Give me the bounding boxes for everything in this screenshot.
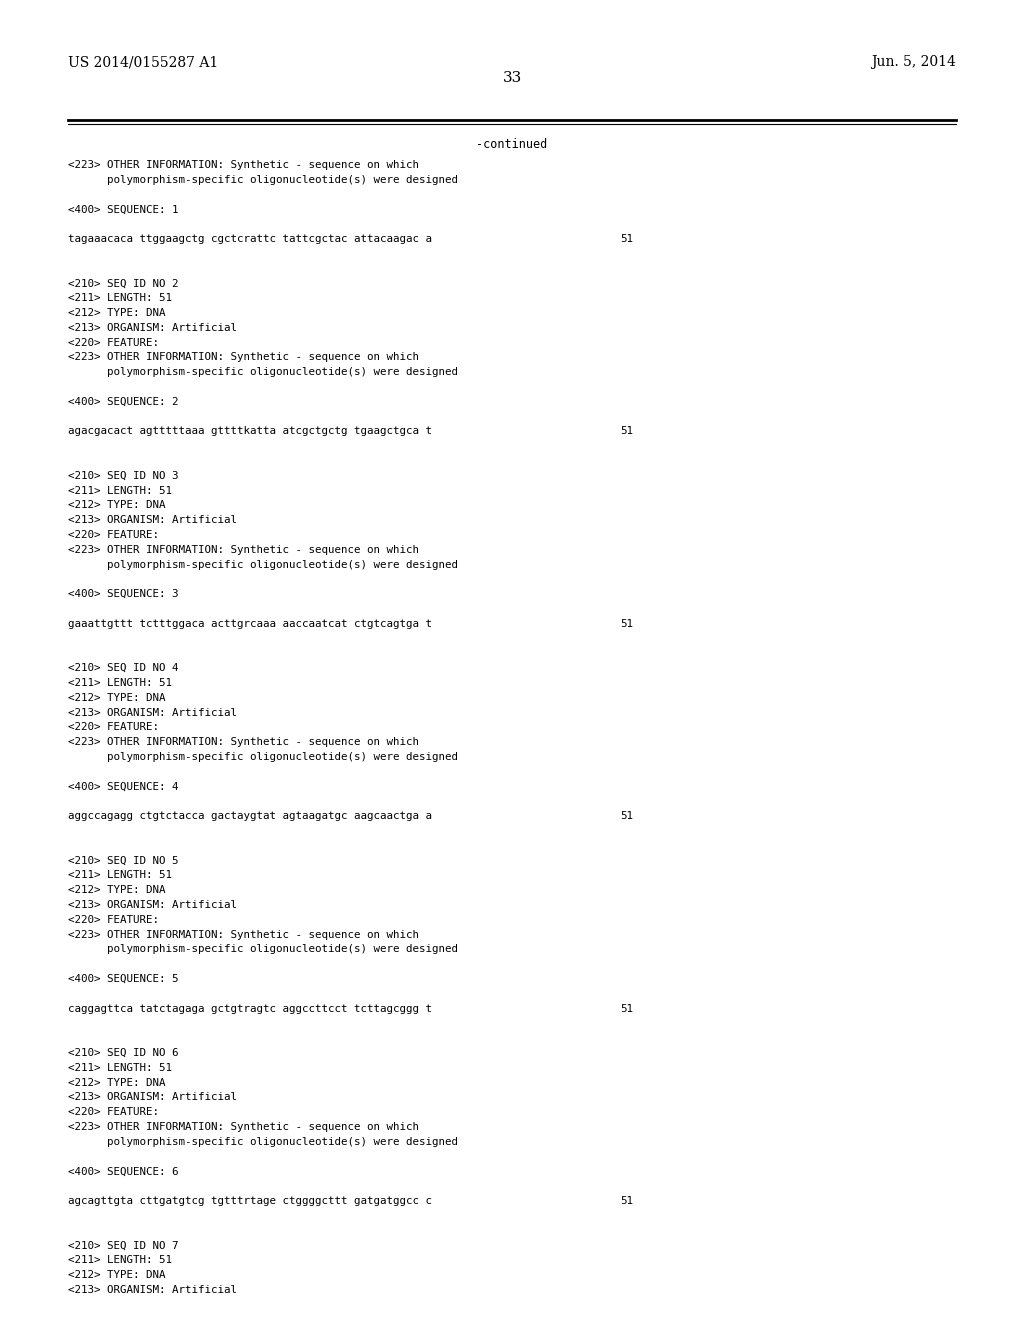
Text: polymorphism-specific oligonucleotide(s) were designed: polymorphism-specific oligonucleotide(s)… [68,752,458,762]
Text: <210> SEQ ID NO 6: <210> SEQ ID NO 6 [68,1048,178,1059]
Text: <210> SEQ ID NO 2: <210> SEQ ID NO 2 [68,279,178,288]
Text: aggccagagg ctgtctacca gactaygtat agtaagatgc aagcaactga a: aggccagagg ctgtctacca gactaygtat agtaaga… [68,812,432,821]
Text: 51: 51 [620,619,633,628]
Text: <220> FEATURE:: <220> FEATURE: [68,338,159,347]
Text: <212> TYPE: DNA: <212> TYPE: DNA [68,500,166,511]
Text: <213> ORGANISM: Artificial: <213> ORGANISM: Artificial [68,1284,237,1295]
Text: <211> LENGTH: 51: <211> LENGTH: 51 [68,1255,172,1265]
Text: polymorphism-specific oligonucleotide(s) were designed: polymorphism-specific oligonucleotide(s)… [68,367,458,378]
Text: <223> OTHER INFORMATION: Synthetic - sequence on which: <223> OTHER INFORMATION: Synthetic - seq… [68,352,419,363]
Text: <220> FEATURE:: <220> FEATURE: [68,1107,159,1117]
Text: US 2014/0155287 A1: US 2014/0155287 A1 [68,55,218,69]
Text: <213> ORGANISM: Artificial: <213> ORGANISM: Artificial [68,323,237,333]
Text: <213> ORGANISM: Artificial: <213> ORGANISM: Artificial [68,1093,237,1102]
Text: <400> SEQUENCE: 1: <400> SEQUENCE: 1 [68,205,178,214]
Text: <220> FEATURE:: <220> FEATURE: [68,531,159,540]
Text: agcagttgta cttgatgtcg tgtttrtage ctggggcttt gatgatggcc c: agcagttgta cttgatgtcg tgtttrtage ctggggc… [68,1196,432,1206]
Text: <210> SEQ ID NO 4: <210> SEQ ID NO 4 [68,663,178,673]
Text: 51: 51 [620,234,633,244]
Text: <211> LENGTH: 51: <211> LENGTH: 51 [68,486,172,495]
Text: <223> OTHER INFORMATION: Synthetic - sequence on which: <223> OTHER INFORMATION: Synthetic - seq… [68,1122,419,1133]
Text: <211> LENGTH: 51: <211> LENGTH: 51 [68,678,172,688]
Text: <223> OTHER INFORMATION: Synthetic - sequence on which: <223> OTHER INFORMATION: Synthetic - seq… [68,545,419,554]
Text: <213> ORGANISM: Artificial: <213> ORGANISM: Artificial [68,900,237,909]
Text: <220> FEATURE:: <220> FEATURE: [68,915,159,925]
Text: <212> TYPE: DNA: <212> TYPE: DNA [68,308,166,318]
Text: polymorphism-specific oligonucleotide(s) were designed: polymorphism-specific oligonucleotide(s)… [68,944,458,954]
Text: <213> ORGANISM: Artificial: <213> ORGANISM: Artificial [68,515,237,525]
Text: <223> OTHER INFORMATION: Synthetic - sequence on which: <223> OTHER INFORMATION: Synthetic - seq… [68,929,419,940]
Text: gaaattgttt tctttggaca acttgrcaaa aaccaatcat ctgtcagtga t: gaaattgttt tctttggaca acttgrcaaa aaccaat… [68,619,432,628]
Text: <210> SEQ ID NO 5: <210> SEQ ID NO 5 [68,855,178,866]
Text: agacgacact agtttttaaa gttttkatta atcgctgctg tgaagctgca t: agacgacact agtttttaaa gttttkatta atcgctg… [68,426,432,437]
Text: <223> OTHER INFORMATION: Synthetic - sequence on which: <223> OTHER INFORMATION: Synthetic - seq… [68,737,419,747]
Text: <400> SEQUENCE: 5: <400> SEQUENCE: 5 [68,974,178,983]
Text: <212> TYPE: DNA: <212> TYPE: DNA [68,886,166,895]
Text: Jun. 5, 2014: Jun. 5, 2014 [871,55,956,69]
Text: 51: 51 [620,426,633,437]
Text: <211> LENGTH: 51: <211> LENGTH: 51 [68,870,172,880]
Text: <223> OTHER INFORMATION: Synthetic - sequence on which: <223> OTHER INFORMATION: Synthetic - seq… [68,160,419,170]
Text: <211> LENGTH: 51: <211> LENGTH: 51 [68,293,172,304]
Text: 51: 51 [620,1196,633,1206]
Text: <210> SEQ ID NO 3: <210> SEQ ID NO 3 [68,471,178,480]
Text: <400> SEQUENCE: 4: <400> SEQUENCE: 4 [68,781,178,792]
Text: -continued: -continued [476,139,548,150]
Text: <210> SEQ ID NO 7: <210> SEQ ID NO 7 [68,1241,178,1250]
Text: 51: 51 [620,812,633,821]
Text: tagaaacaca ttggaagctg cgctcrattc tattcgctac attacaagac a: tagaaacaca ttggaagctg cgctcrattc tattcgc… [68,234,432,244]
Text: <211> LENGTH: 51: <211> LENGTH: 51 [68,1063,172,1073]
Text: polymorphism-specific oligonucleotide(s) were designed: polymorphism-specific oligonucleotide(s)… [68,560,458,570]
Text: <400> SEQUENCE: 3: <400> SEQUENCE: 3 [68,589,178,599]
Text: polymorphism-specific oligonucleotide(s) were designed: polymorphism-specific oligonucleotide(s)… [68,174,458,185]
Text: 51: 51 [620,1003,633,1014]
Text: <213> ORGANISM: Artificial: <213> ORGANISM: Artificial [68,708,237,718]
Text: <212> TYPE: DNA: <212> TYPE: DNA [68,1270,166,1280]
Text: polymorphism-specific oligonucleotide(s) were designed: polymorphism-specific oligonucleotide(s)… [68,1137,458,1147]
Text: 33: 33 [503,71,521,84]
Text: caggagttca tatctagaga gctgtragtc aggccttcct tcttagcggg t: caggagttca tatctagaga gctgtragtc aggcctt… [68,1003,432,1014]
Text: <400> SEQUENCE: 2: <400> SEQUENCE: 2 [68,397,178,407]
Text: <212> TYPE: DNA: <212> TYPE: DNA [68,693,166,702]
Text: <400> SEQUENCE: 6: <400> SEQUENCE: 6 [68,1167,178,1176]
Text: <212> TYPE: DNA: <212> TYPE: DNA [68,1077,166,1088]
Text: <220> FEATURE:: <220> FEATURE: [68,722,159,733]
